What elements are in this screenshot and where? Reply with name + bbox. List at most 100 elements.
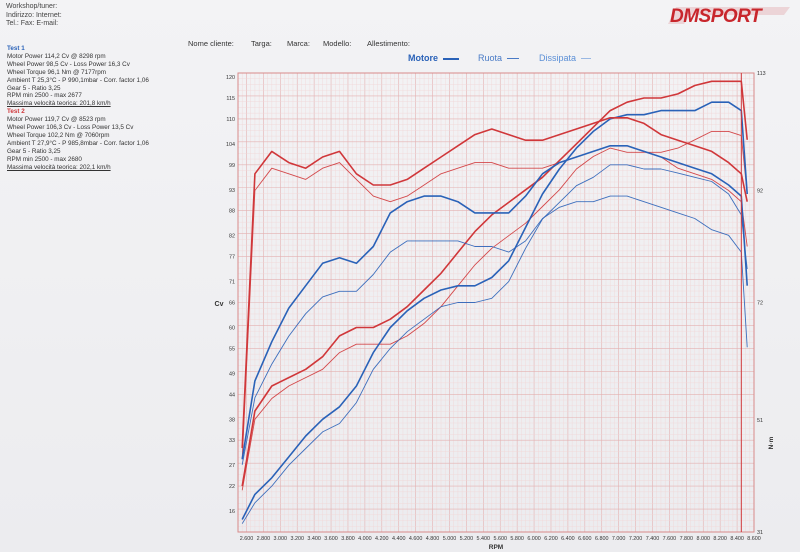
legend-ruota-label: Ruota [478,53,503,63]
test1-line: Wheel Torque 96,1 Nm @ 7177rpm [7,68,107,76]
test-summaries: Test 1 Motor Power 114,2 Cv @ 8298 rpm W… [7,45,149,172]
y-left-tick-label: 66 [229,301,235,307]
test2-speed: Massima velocità teorica: 202,1 km/h [7,163,111,171]
chart-series [241,73,748,532]
y-axis-left-label: Cv [215,301,224,308]
x-tick-label: 7.000 [612,536,626,542]
y-left-tick-label: 16 [229,509,235,515]
test1-speed: Massima velocità teorica: 201,8 km/h [7,100,111,108]
x-tick-label: 5.400 [477,536,491,542]
logo-text: DMSPORT [670,6,763,26]
legend-dissipata-label: Dissipata [539,53,577,63]
test1-line: Wheel Power 98,5 Cv - Loss Power 16,3 Cv [7,60,130,68]
test1-line: Motor Power 114,2 Cv @ 8298 rpm [7,52,106,60]
x-tick-label: 7.200 [629,536,643,542]
y-left-tick-label: 120 [226,75,235,81]
test2-title: Test 2 [7,108,25,116]
x-tick-label: 4.800 [426,536,440,542]
test1-line: Gear 5 - Ratio 3,25 [7,84,61,92]
x-tick-label: 4.600 [409,536,423,542]
legend-dissipata-swatch [580,58,591,60]
legend-motore-swatch [442,57,459,60]
x-tick-label: 6.200 [544,536,558,542]
test2-line: Wheel Power 106,3 Cv - Loss Power 13,5 C… [7,124,134,132]
x-tick-label: 5.600 [493,536,507,542]
test1-title: Test 1 [7,45,25,52]
x-tick-label: 4.000 [358,536,372,542]
y-right-tick-label: 51 [757,418,763,424]
x-tick-label: 7.800 [680,536,694,542]
series-line-test2-right-thin [241,145,748,460]
y-left-tick-label: 60 [229,326,235,332]
x-tick-label: 4.400 [392,536,406,542]
y-left-tick-label: 22 [229,484,235,490]
y-left-tick-label: 88 [229,209,235,215]
x-tick-label: 5.800 [510,536,524,542]
contact-line: Tel.: Fax: E-mail: [6,20,59,28]
y-left-tick-label: 55 [229,346,235,352]
y-left-tick-label: 33 [229,438,235,444]
chart-ticks: 2.600 2.800 3.000 3.200 3.400 3.600 3.800 4.000… [226,71,766,542]
field-targa: Targa: [251,39,272,48]
test2-line: RPM min 2500 - max 2680 [7,155,82,163]
x-tick-label: 2.600 [240,536,254,542]
y-left-tick-label: 82 [229,234,235,240]
x-tick-label: 6.800 [595,536,609,542]
address-line: Indirizzo: Internet: [6,11,62,19]
y-right-tick-label: 113 [757,71,766,77]
x-tick-label: 2.800 [257,536,271,542]
x-tick-label: 8.600 [747,536,761,542]
test2-line: Motor Power 119,7 Cv @ 8523 rpm [7,116,106,124]
series-line-test2-left-bold [241,80,748,487]
x-tick-label: 7.400 [646,536,660,542]
y-axis-right-label: N·m [768,436,775,449]
legend-motore: Motore [408,53,459,63]
series-line-test1-left-thin [241,164,748,524]
y-right-tick-label: 72 [757,301,763,307]
x-tick-label: 8.000 [696,536,710,542]
series-line-test1-left-bold [241,101,748,520]
x-tick-label: 6.000 [527,536,541,542]
test1-line: Ambient T 25,3°C - P 990,1mbar - Corr. f… [7,76,149,84]
legend-ruota-swatch [506,58,519,60]
legend-motore-label: Motore [408,53,438,63]
x-axis-label: RPM [489,544,503,551]
chart-grid [237,72,755,533]
test2-line: Ambient T 27,9°C - P 985,8mbar - Corr. f… [7,139,149,147]
field-modello: Modello: [323,39,352,48]
y-left-tick-label: 115 [226,96,235,102]
series-line-test2-left-thin [241,130,748,491]
x-tick-label: 4.200 [375,536,389,542]
x-tick-label: 3.600 [324,536,338,542]
y-left-tick-label: 44 [229,392,235,398]
x-tick-label: 7.600 [663,536,677,542]
series-line-test2-right-bold [241,117,748,449]
y-left-tick-label: 99 [229,163,235,169]
workshop-line: Workshop/tuner: [6,3,58,10]
test2-line: Gear 5 - Ratio 3,25 [7,147,61,155]
field-marca: Marca: [287,39,310,48]
x-tick-label: 3.800 [341,536,355,542]
series-line-test1-right-thin [241,195,748,465]
y-left-tick-label: 110 [226,117,235,123]
y-left-tick-label: 77 [229,255,235,261]
x-tick-label: 3.400 [307,536,321,542]
y-left-tick-label: 104 [226,142,235,148]
field-cliente: Nome cliente: [188,39,234,48]
y-left-tick-label: 71 [229,280,235,286]
plot-frame [237,72,755,533]
x-tick-label: 5.200 [460,536,474,542]
test2-line: Wheel Torque 102,2 Nm @ 7060rpm [7,131,110,139]
x-tick-label: 3.200 [290,536,304,542]
x-tick-label: 5.000 [443,536,457,542]
y-left-tick-label: 93 [229,188,235,194]
y-left-tick-label: 38 [229,417,235,423]
x-tick-label: 3.000 [274,536,288,542]
y-left-tick-label: 49 [229,371,235,377]
series-line-test1-right-bold [241,145,748,460]
x-tick-label: 8.200 [713,536,727,542]
x-tick-label: 6.600 [578,536,592,542]
workshop-header: Workshop/tuner: Indirizzo: Internet: Tel… [6,3,62,29]
